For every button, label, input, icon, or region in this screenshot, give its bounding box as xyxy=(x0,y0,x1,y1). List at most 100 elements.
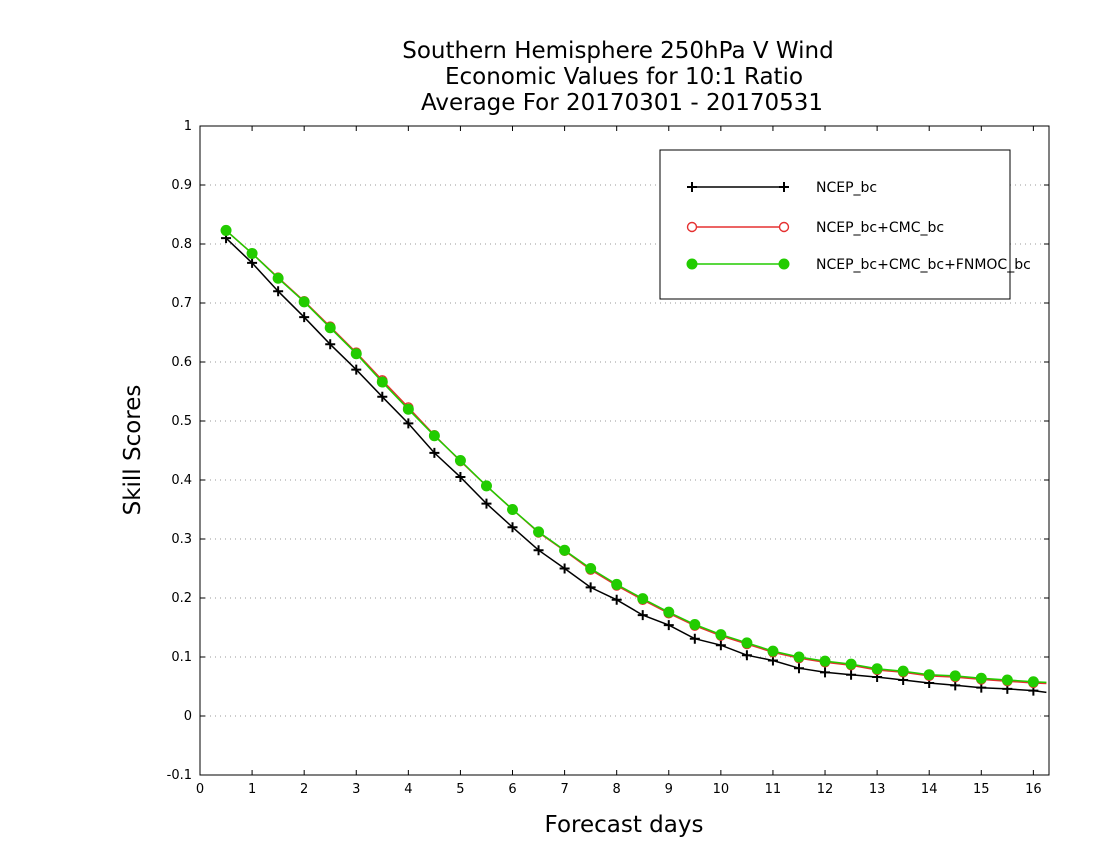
data-point xyxy=(377,391,388,402)
data-point xyxy=(220,224,232,236)
data-point xyxy=(793,651,805,663)
data-point xyxy=(637,610,648,621)
data-point xyxy=(741,650,752,661)
y-tick-label: 0.2 xyxy=(171,591,192,606)
y-tick-label: 0.4 xyxy=(171,473,192,488)
data-point xyxy=(428,430,440,442)
x-tick-label: 7 xyxy=(560,782,568,797)
y-tick-label: 0.6 xyxy=(171,355,192,370)
x-tick-label: 4 xyxy=(404,782,412,797)
data-point xyxy=(272,272,284,284)
data-point xyxy=(715,629,727,641)
data-point xyxy=(403,418,414,429)
data-point xyxy=(689,619,701,631)
data-point xyxy=(298,296,310,308)
x-axis-label: Forecast days xyxy=(545,812,704,838)
data-point xyxy=(273,286,284,297)
x-tick-label: 13 xyxy=(869,782,886,797)
data-point xyxy=(637,593,649,605)
x-tick-label: 0 xyxy=(196,782,204,797)
data-point xyxy=(585,563,597,574)
series-2 xyxy=(220,224,1047,688)
x-tick-label: 16 xyxy=(1025,782,1042,797)
x-tick-label: 11 xyxy=(765,782,782,797)
data-point xyxy=(533,526,545,538)
legend-marker xyxy=(778,221,790,233)
x-tick-label: 3 xyxy=(352,782,360,797)
x-tick-label: 15 xyxy=(973,782,990,797)
data-point xyxy=(246,247,258,259)
data-point xyxy=(846,669,857,680)
x-tick-label: 5 xyxy=(456,782,464,797)
y-tick-label: 0.3 xyxy=(171,532,192,547)
data-point xyxy=(820,667,831,678)
data-point xyxy=(819,655,831,667)
data-point xyxy=(767,645,779,657)
data-point xyxy=(351,364,362,375)
data-point xyxy=(507,522,518,533)
data-point xyxy=(611,594,622,605)
data-point xyxy=(429,447,440,458)
title-line-1: Southern Hemisphere 250hPa V Wind xyxy=(402,38,833,64)
data-point xyxy=(559,544,571,556)
data-point xyxy=(949,670,961,682)
y-tick-label: 1 xyxy=(184,119,192,134)
x-tick-label: 9 xyxy=(665,782,673,797)
data-point xyxy=(611,578,623,590)
data-point xyxy=(663,606,675,618)
title-line-2: Economic Values for 10:1 Ratio xyxy=(445,64,803,90)
x-tick-label: 6 xyxy=(508,782,516,797)
legend-label: NCEP_bc+CMC_bc xyxy=(816,220,944,236)
data-point xyxy=(689,633,700,644)
data-point xyxy=(376,376,388,388)
data-point xyxy=(741,637,753,649)
series-line-0 xyxy=(225,237,1047,694)
x-tick-label: 14 xyxy=(921,782,938,797)
data-point xyxy=(1027,676,1039,688)
legend-label: NCEP_bc xyxy=(816,180,877,196)
y-tick-label: 0.7 xyxy=(171,296,192,311)
x-tick-label: 10 xyxy=(713,782,730,797)
x-tick-label: 1 xyxy=(248,782,256,797)
data-point xyxy=(454,455,466,467)
x-tick-label: 2 xyxy=(300,782,308,797)
data-point xyxy=(507,504,519,515)
y-tick-label: 0.1 xyxy=(171,650,192,665)
y-axis-label: Skill Scores xyxy=(120,385,146,516)
y-tick-label: 0.9 xyxy=(171,178,192,193)
data-point xyxy=(350,348,362,360)
data-point xyxy=(324,322,336,334)
data-point xyxy=(481,498,492,509)
data-point xyxy=(845,658,857,670)
data-point xyxy=(325,339,336,350)
legend-marker xyxy=(778,258,790,270)
data-point xyxy=(247,257,258,268)
legend-marker xyxy=(686,221,698,233)
y-tick-label: 0 xyxy=(184,709,192,724)
series-0 xyxy=(221,233,1047,696)
data-point xyxy=(585,582,596,593)
data-point xyxy=(1001,674,1013,686)
chart-title: Southern Hemisphere 250hPa V Wind Econom… xyxy=(402,38,833,116)
data-point xyxy=(455,472,466,483)
title-line-3: Average For 20170301 - 20170531 xyxy=(421,90,823,116)
y-tick-label: 0.8 xyxy=(171,237,192,252)
data-point xyxy=(871,663,883,675)
legend-marker xyxy=(687,182,697,192)
data-point xyxy=(897,665,909,677)
data-point xyxy=(480,480,492,492)
data-point xyxy=(663,620,674,631)
data-point xyxy=(923,669,935,681)
series-layer xyxy=(220,224,1047,696)
axis-ticks: -0.100.10.20.30.40.50.60.70.80.910 1 2 3 4 5 6… xyxy=(167,119,1049,797)
data-point xyxy=(402,403,414,415)
data-point xyxy=(975,672,987,684)
legend-marker xyxy=(779,182,789,192)
y-tick-label: -0.1 xyxy=(167,768,192,783)
x-tick-label: 8 xyxy=(613,782,621,797)
data-point xyxy=(793,663,804,674)
legend-marker xyxy=(686,258,698,270)
data-point xyxy=(715,640,726,651)
plot-area-frame xyxy=(199,125,1050,776)
